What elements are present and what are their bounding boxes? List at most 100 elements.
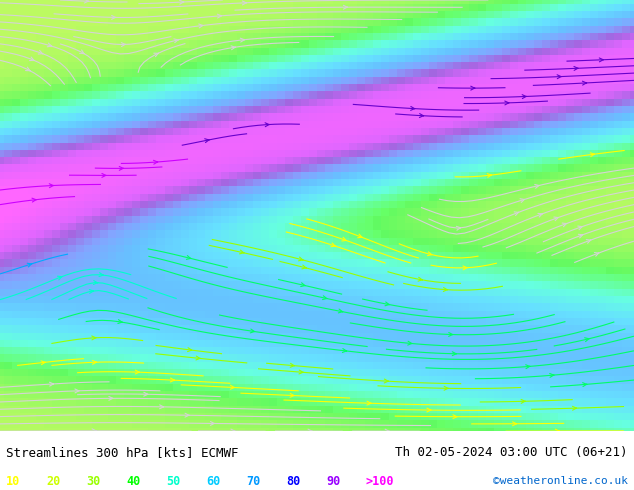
- Text: 40: 40: [126, 475, 140, 488]
- FancyArrowPatch shape: [109, 396, 113, 400]
- Text: 90: 90: [326, 475, 340, 488]
- Text: >100: >100: [366, 475, 394, 488]
- Text: Th 02-05-2024 03:00 UTC (06+21): Th 02-05-2024 03:00 UTC (06+21): [395, 446, 628, 459]
- FancyArrowPatch shape: [408, 341, 412, 345]
- FancyArrowPatch shape: [171, 378, 174, 382]
- FancyArrowPatch shape: [179, 0, 184, 4]
- FancyArrowPatch shape: [385, 429, 389, 433]
- FancyArrowPatch shape: [367, 401, 371, 405]
- FancyArrowPatch shape: [420, 114, 424, 118]
- FancyArrowPatch shape: [590, 153, 595, 157]
- FancyArrowPatch shape: [75, 389, 79, 393]
- FancyArrowPatch shape: [453, 415, 457, 418]
- FancyArrowPatch shape: [522, 95, 526, 98]
- FancyArrowPatch shape: [344, 5, 347, 9]
- FancyArrowPatch shape: [599, 58, 604, 62]
- FancyArrowPatch shape: [411, 106, 415, 110]
- FancyArrowPatch shape: [384, 379, 389, 383]
- FancyArrowPatch shape: [231, 429, 235, 433]
- FancyArrowPatch shape: [25, 67, 30, 71]
- FancyArrowPatch shape: [449, 333, 453, 336]
- FancyArrowPatch shape: [301, 283, 305, 287]
- FancyArrowPatch shape: [578, 234, 583, 238]
- FancyArrowPatch shape: [520, 199, 525, 202]
- FancyArrowPatch shape: [512, 422, 517, 426]
- FancyArrowPatch shape: [505, 101, 509, 105]
- FancyArrowPatch shape: [487, 173, 491, 177]
- FancyArrowPatch shape: [521, 399, 525, 403]
- FancyArrowPatch shape: [118, 319, 122, 323]
- FancyArrowPatch shape: [41, 361, 45, 365]
- FancyArrowPatch shape: [299, 370, 303, 374]
- FancyArrowPatch shape: [443, 288, 448, 292]
- Text: Streamlines 300 hPa [kts] ECMWF: Streamlines 300 hPa [kts] ECMWF: [6, 446, 239, 459]
- FancyArrowPatch shape: [418, 277, 422, 281]
- FancyArrowPatch shape: [188, 348, 192, 351]
- FancyArrowPatch shape: [583, 383, 587, 387]
- FancyArrowPatch shape: [240, 38, 245, 42]
- FancyArrowPatch shape: [342, 348, 347, 352]
- FancyArrowPatch shape: [526, 365, 530, 368]
- FancyArrowPatch shape: [92, 429, 96, 433]
- FancyArrowPatch shape: [586, 240, 591, 243]
- Text: 60: 60: [206, 475, 220, 488]
- FancyArrowPatch shape: [144, 392, 148, 396]
- FancyArrowPatch shape: [290, 364, 294, 368]
- FancyArrowPatch shape: [339, 309, 343, 313]
- FancyArrowPatch shape: [265, 123, 269, 127]
- FancyArrowPatch shape: [231, 46, 235, 49]
- FancyArrowPatch shape: [308, 429, 312, 433]
- FancyArrowPatch shape: [550, 373, 554, 377]
- FancyArrowPatch shape: [299, 257, 303, 261]
- Text: 70: 70: [246, 475, 260, 488]
- Text: 10: 10: [6, 475, 20, 488]
- FancyArrowPatch shape: [250, 329, 255, 333]
- FancyArrowPatch shape: [174, 39, 178, 43]
- FancyArrowPatch shape: [583, 81, 586, 85]
- FancyArrowPatch shape: [585, 338, 589, 342]
- FancyArrowPatch shape: [452, 352, 456, 356]
- FancyArrowPatch shape: [240, 250, 244, 254]
- FancyArrowPatch shape: [153, 160, 158, 164]
- FancyArrowPatch shape: [574, 67, 578, 71]
- FancyArrowPatch shape: [185, 413, 189, 417]
- FancyArrowPatch shape: [554, 217, 559, 220]
- FancyArrowPatch shape: [427, 252, 432, 256]
- FancyArrowPatch shape: [205, 139, 209, 143]
- FancyArrowPatch shape: [135, 370, 139, 374]
- FancyArrowPatch shape: [538, 213, 543, 217]
- FancyArrowPatch shape: [217, 14, 221, 18]
- FancyArrowPatch shape: [230, 385, 235, 389]
- FancyArrowPatch shape: [463, 266, 467, 270]
- FancyArrowPatch shape: [93, 360, 96, 364]
- Text: 20: 20: [46, 475, 60, 488]
- FancyArrowPatch shape: [557, 75, 561, 79]
- FancyArrowPatch shape: [154, 53, 158, 57]
- FancyArrowPatch shape: [38, 50, 43, 54]
- FancyArrowPatch shape: [471, 86, 475, 90]
- FancyArrowPatch shape: [342, 237, 346, 241]
- FancyArrowPatch shape: [186, 256, 191, 259]
- FancyArrowPatch shape: [323, 296, 327, 299]
- FancyArrowPatch shape: [514, 212, 519, 216]
- FancyArrowPatch shape: [58, 276, 62, 280]
- FancyArrowPatch shape: [578, 226, 583, 230]
- FancyArrowPatch shape: [30, 57, 34, 61]
- FancyArrowPatch shape: [32, 198, 36, 202]
- Text: ©weatheronline.co.uk: ©weatheronline.co.uk: [493, 476, 628, 486]
- FancyArrowPatch shape: [89, 290, 94, 294]
- FancyArrowPatch shape: [595, 252, 599, 256]
- FancyArrowPatch shape: [99, 273, 103, 276]
- FancyArrowPatch shape: [93, 281, 98, 285]
- FancyArrowPatch shape: [112, 15, 115, 19]
- FancyArrowPatch shape: [534, 184, 540, 188]
- FancyArrowPatch shape: [290, 393, 294, 397]
- FancyArrowPatch shape: [302, 265, 306, 269]
- Text: 30: 30: [86, 475, 100, 488]
- FancyArrowPatch shape: [27, 263, 32, 267]
- FancyArrowPatch shape: [92, 336, 96, 340]
- Text: 80: 80: [286, 475, 300, 488]
- FancyArrowPatch shape: [84, 0, 89, 3]
- FancyArrowPatch shape: [427, 408, 431, 412]
- FancyArrowPatch shape: [160, 405, 164, 409]
